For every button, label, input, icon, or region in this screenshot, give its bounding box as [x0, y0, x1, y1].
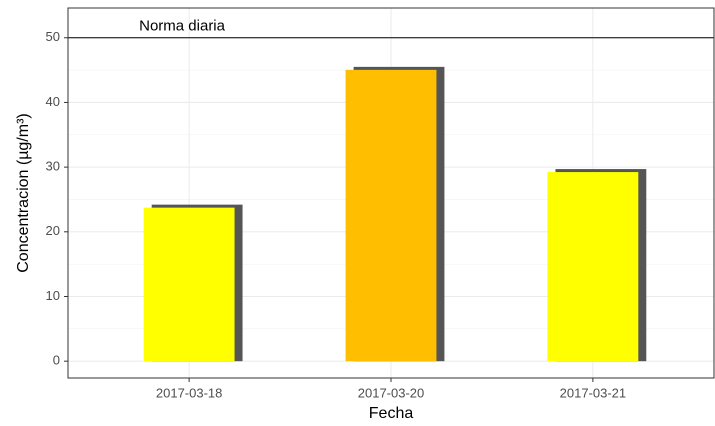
x-tick-label: 2017-03-21 [560, 385, 627, 400]
bar [345, 69, 437, 362]
bar [547, 172, 639, 362]
panel-border [67, 7, 715, 379]
y-tick-label: 0 [53, 353, 60, 368]
y-tick-label: 20 [46, 223, 60, 238]
x-tick-label: 2017-03-18 [156, 385, 223, 400]
x-axis-title: Fecha [369, 405, 414, 422]
y-tick-label: 50 [46, 29, 60, 44]
bar [143, 207, 235, 362]
y-tick-label: 30 [46, 159, 60, 174]
x-tick-label: 2017-03-20 [358, 385, 425, 400]
y-tick-label: 40 [46, 94, 60, 109]
reference-label: Norma diaria [139, 18, 226, 35]
y-tick-label: 10 [46, 288, 60, 303]
y-axis-title: Concentracion (µg/m³) [15, 113, 32, 273]
